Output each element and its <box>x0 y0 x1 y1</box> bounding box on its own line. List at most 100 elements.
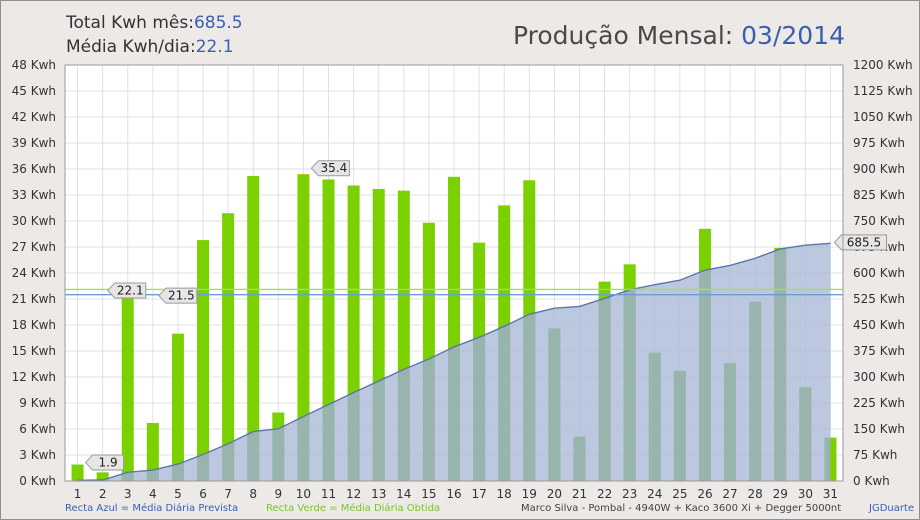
left-axis-tick-label: 3 Kwh <box>19 448 56 462</box>
right-axis-tick-label: 975 Kwh <box>853 136 905 150</box>
x-axis-tick-label: 6 <box>199 487 207 501</box>
point-label-box <box>310 160 350 177</box>
right-axis-tick-label: 450 Kwh <box>853 318 905 332</box>
left-axis-tick-label: 6 Kwh <box>19 422 56 436</box>
bar <box>171 333 184 481</box>
right-axis-tick-label: 225 Kwh <box>853 396 905 410</box>
x-axis-tick-label: 15 <box>421 487 436 501</box>
bar <box>222 213 235 481</box>
x-axis-tick-label: 18 <box>497 487 512 501</box>
left-axis-tick-label: 24 Kwh <box>12 266 56 280</box>
left-axis-tick-label: 27 Kwh <box>12 240 56 254</box>
total-label-box <box>833 234 887 251</box>
x-axis-tick-label: 8 <box>249 487 257 501</box>
blue-line-legend: Recta Azul = Média Diária Prevista <box>65 503 239 514</box>
x-axis-tick-label: 12 <box>346 487 361 501</box>
author-credit: JGDuarte <box>869 503 915 514</box>
point-label: 35.4 <box>321 161 348 175</box>
monthly-total-label: Total Kwh mês: <box>66 13 194 33</box>
right-axis-tick-label: 0 Kwh <box>853 474 890 488</box>
avg-obtained-label-box <box>107 282 147 299</box>
avg-expected-label: 21.5 <box>168 289 195 303</box>
left-axis-tick-label: 9 Kwh <box>19 396 56 410</box>
x-axis-tick-label: 16 <box>446 487 461 501</box>
x-axis-tick-label: 26 <box>697 487 712 501</box>
chart-title: Produção Mensal: 03/2014 <box>513 21 845 50</box>
bar <box>146 422 159 481</box>
x-axis-tick-label: 9 <box>275 487 283 501</box>
x-axis-tick-label: 29 <box>773 487 788 501</box>
x-axis-tick-label: 27 <box>722 487 737 501</box>
left-axis-tick-label: 18 Kwh <box>12 318 56 332</box>
left-axis-tick-label: 0 Kwh <box>19 474 56 488</box>
left-axis-tick-label: 45 Kwh <box>12 84 56 98</box>
x-axis-tick-label: 23 <box>622 487 637 501</box>
left-axis-tick-label: 36 Kwh <box>12 162 56 176</box>
x-axis-tick-label: 13 <box>371 487 386 501</box>
right-axis-tick-label: 825 Kwh <box>853 188 905 202</box>
left-axis-tick-label: 30 Kwh <box>12 214 56 228</box>
bar <box>247 175 260 481</box>
x-axis-tick-label: 30 <box>798 487 813 501</box>
left-axis-tick-label: 33 Kwh <box>12 188 56 202</box>
x-axis-tick-label: 19 <box>522 487 537 501</box>
plot-border <box>64 64 844 482</box>
right-axis-tick-label: 150 Kwh <box>853 422 905 436</box>
x-axis-tick-label: 24 <box>647 487 662 501</box>
monthly-total-value: 685.5 <box>193 13 243 33</box>
bar <box>71 464 84 481</box>
x-axis-tick-label: 14 <box>396 487 411 501</box>
x-axis-tick-label: 3 <box>124 487 132 501</box>
x-axis-tick-label: 10 <box>296 487 311 501</box>
right-axis-tick-label: 300 Kwh <box>853 370 905 384</box>
x-axis-tick-label: 4 <box>149 487 157 501</box>
x-axis-tick-label: 25 <box>672 487 687 501</box>
green-line-legend: Recta Verde = Média Diária Obtida <box>266 503 441 514</box>
bar <box>121 289 134 481</box>
chart-title-label: Produção Mensal: <box>513 21 742 50</box>
left-axis-tick-label: 15 Kwh <box>12 344 56 358</box>
right-axis-tick-label: 1125 Kwh <box>853 84 913 98</box>
daily-average: Média Kwh/dia:22.1 <box>66 37 234 57</box>
bar <box>297 174 310 481</box>
x-axis-tick-label: 5 <box>174 487 182 501</box>
x-axis-tick-label: 1 <box>74 487 82 501</box>
total-label: 685.5 <box>847 235 881 249</box>
left-axis-tick-label: 48 Kwh <box>12 58 56 72</box>
cumulative-line <box>77 242 831 482</box>
left-axis-tick-label: 12 Kwh <box>12 370 56 384</box>
right-axis-tick-label: 750 Kwh <box>853 214 905 228</box>
x-axis-tick-label: 17 <box>471 487 486 501</box>
x-axis-tick-label: 20 <box>547 487 562 501</box>
left-axis-tick-label: 39 Kwh <box>12 136 56 150</box>
right-axis-tick-label: 1050 Kwh <box>853 110 913 124</box>
x-axis-tick-label: 7 <box>224 487 232 501</box>
right-axis-tick-label: 525 Kwh <box>853 292 905 306</box>
x-axis-tick-label: 21 <box>572 487 587 501</box>
daily-average-label: Média Kwh/dia: <box>66 37 196 57</box>
system-description: Marco Silva - Pombal - 4940W + Kaco 3600… <box>521 503 842 514</box>
left-axis-tick-label: 42 Kwh <box>12 110 56 124</box>
right-axis-tick-label: 75 Kwh <box>853 448 897 462</box>
right-axis-tick-label: 1200 Kwh <box>853 58 913 72</box>
point-label-box <box>84 454 125 471</box>
bar <box>197 240 210 481</box>
avg-expected-label-box <box>158 287 198 304</box>
chart-title-period: 03/2014 <box>741 21 845 50</box>
right-axis-tick-label: 375 Kwh <box>853 344 905 358</box>
x-axis-tick-label: 28 <box>748 487 763 501</box>
cumulative-area <box>77 243 831 481</box>
x-axis-tick-label: 31 <box>823 487 838 501</box>
point-label: 1.9 <box>99 456 118 470</box>
right-axis-tick-label: 600 Kwh <box>853 266 905 280</box>
monthly-total: Total Kwh mês:685.5 <box>66 13 243 33</box>
avg-obtained-label: 22.1 <box>117 283 144 297</box>
x-axis-tick-label: 2 <box>99 487 107 501</box>
daily-average-value: 22.1 <box>195 37 234 57</box>
left-axis-tick-label: 21 Kwh <box>12 292 56 306</box>
x-axis-tick-label: 11 <box>321 487 336 501</box>
right-axis-tick-label: 900 Kwh <box>853 162 905 176</box>
x-axis-tick-label: 22 <box>597 487 612 501</box>
